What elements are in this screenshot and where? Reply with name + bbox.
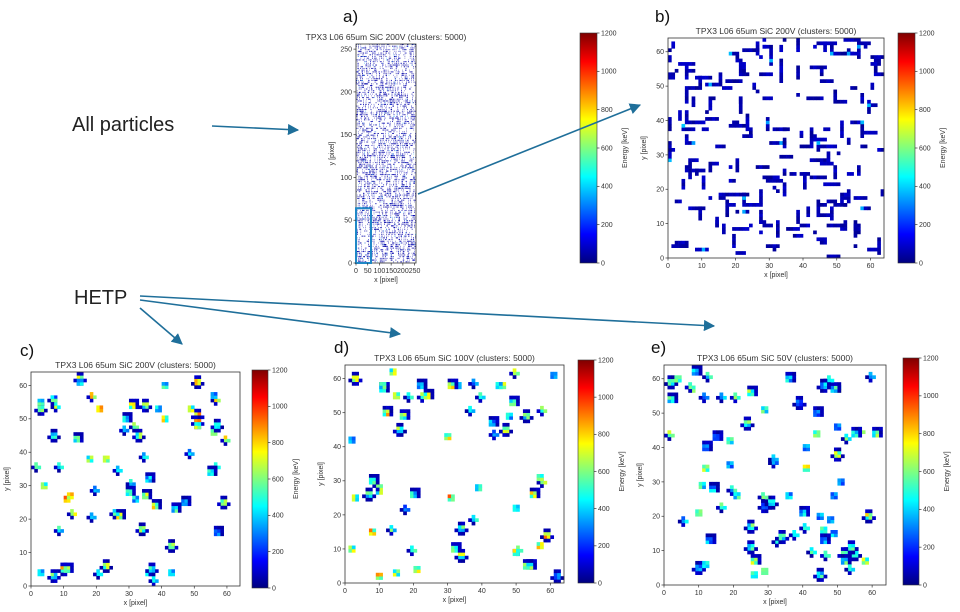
heatmap-pixels [356, 44, 416, 263]
panel-title: TPX3 L06 65um SiC 200V (clusters: 5000) [306, 32, 467, 42]
panels: a) TPX3 L06 65um SiC 200V (clusters: 5000… [4, 7, 951, 607]
panel-letter: a) [343, 7, 358, 26]
panel-a: a) TPX3 L06 65um SiC 200V (clusters: 5000… [306, 7, 629, 284]
